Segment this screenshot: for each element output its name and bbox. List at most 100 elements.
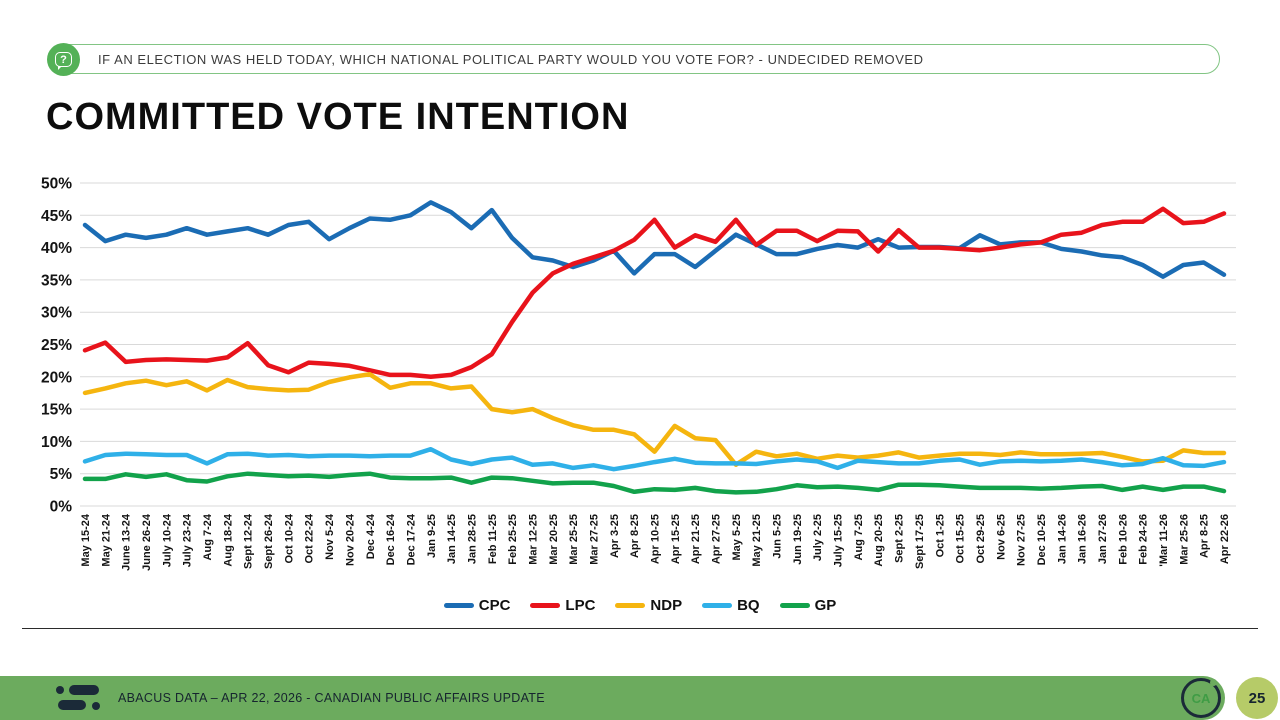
x-tick-label: Feb 24-26 [1138, 514, 1150, 565]
y-tick-label: 5% [50, 466, 73, 483]
legend-item-ndp: NDP [615, 597, 682, 614]
legend-swatch-ndp [615, 602, 646, 608]
y-tick-label: 0% [50, 499, 73, 516]
page-number-badge: 25 [1236, 677, 1278, 719]
gridlines [80, 182, 1236, 507]
legend-swatch-bq [702, 602, 733, 608]
legend-item-cpc: CPC [443, 596, 511, 614]
legend-label-gp: GP [814, 596, 837, 614]
x-tick-label: Mar 20-25 [548, 514, 560, 565]
y-tick-label: 25% [41, 337, 72, 354]
x-tick-label: Jan 27-26 [1097, 514, 1109, 564]
x-tick-label: Apr 27-25 [711, 514, 723, 564]
x-tick-label: Aug 20-25 [873, 514, 885, 567]
x-tick-label: Oct 29-25 [975, 514, 987, 564]
legend-swatch-lpc [530, 602, 561, 608]
x-tick-label: Apr 22-26 [1219, 514, 1231, 564]
series-line-lpc [82, 206, 1227, 380]
question-glyph: ? [55, 52, 72, 70]
question-bar: ? IF AN ELECTION WAS HELD TODAY, WHICH N… [47, 43, 1220, 76]
x-tick-label: July 15-25 [833, 514, 845, 567]
x-tick-label: May 21-25 [751, 514, 763, 567]
x-tick-label: Aug 7-25 [853, 514, 865, 560]
page-title: COMMITTED VOTE INTENTION [46, 96, 630, 138]
x-tick-label: Apr 21-25 [690, 514, 702, 564]
x-tick-label: Oct 15-25 [955, 514, 967, 564]
legend-label-bq: BQ [737, 596, 760, 614]
x-tick-label: Sept 12-24 [243, 513, 255, 569]
x-tick-label: June 13-24 [121, 513, 133, 571]
x-tick-label: 'Mar 11-26 [1158, 514, 1170, 567]
x-tick-label: Sept 2-25 [894, 514, 906, 563]
x-tick-label: Mar 25-26 [1178, 514, 1190, 565]
y-tick-label: 45% [41, 208, 72, 225]
footer-divider [22, 628, 1258, 629]
legend-swatch-cpc [443, 602, 474, 608]
x-tick-label: Mar 25-25 [568, 514, 580, 565]
x-tick-label: Sept 26-24 [263, 513, 275, 569]
y-tick-label: 30% [41, 305, 72, 322]
x-tick-label: Aug 18-24 [222, 513, 234, 566]
y-tick-label: 50% [41, 176, 72, 193]
legend-item-lpc: LPC [530, 597, 595, 614]
x-tick-label: Nov 20-24 [344, 513, 356, 566]
x-tick-label: Dec 17-24 [405, 513, 417, 565]
x-tick-label: Dec 4-24 [365, 513, 377, 559]
x-tick-label: Apr 3-25 [609, 514, 621, 558]
y-tick-label: 40% [41, 240, 72, 257]
x-tick-label: Oct 22-24 [304, 513, 316, 563]
abacus-data-logo-icon [56, 685, 106, 711]
page-number: 25 [1248, 689, 1266, 707]
x-tick-label: Dec 16-24 [385, 513, 397, 565]
y-axis-labels: 0% 5% 10% 15% 20% 25% 30% 35% 40% 45% 50% [41, 176, 72, 516]
question-bubble-icon: ? [47, 43, 80, 76]
x-tick-label: Feb 10-26 [1117, 514, 1129, 565]
legend-item-gp: GP [779, 596, 837, 614]
y-tick-label: 20% [41, 369, 72, 386]
x-tick-label: Jan 16-26 [1077, 514, 1089, 564]
x-tick-label: Nov 6-25 [995, 514, 1007, 560]
x-tick-label: July 10-24 [161, 513, 173, 567]
legend-label-lpc: LPC [565, 596, 596, 614]
ca-badge-label: CA [1191, 690, 1211, 706]
x-tick-label: Jan 9-25 [426, 514, 438, 558]
x-tick-label: Nov 5-24 [324, 513, 336, 560]
footer-bar: ABACUS DATA – APR 22, 2026 - CANADIAN PU… [0, 676, 1225, 720]
x-tick-label: Mar 12-25 [528, 514, 540, 565]
x-tick-label: May 5-25 [731, 514, 743, 560]
y-tick-label: 15% [41, 402, 72, 419]
chart-legend: CPC LPC NDP BQ GP [0, 594, 1280, 616]
x-tick-label: Sept 17-25 [914, 514, 926, 569]
legend-label-cpc: CPC [478, 596, 511, 614]
y-tick-label: 10% [41, 434, 72, 451]
x-tick-label: Jan 28-25 [466, 514, 478, 564]
x-tick-label: Jun 5-25 [772, 514, 784, 559]
x-tick-label: June 26-24 [141, 513, 153, 571]
series-lines [82, 200, 1227, 495]
x-tick-label: Apr 10-25 [650, 514, 662, 564]
x-tick-label: Aug 7-24 [202, 513, 214, 560]
x-axis-labels: May 15-24 May 21-24 June 13-24 June 26-24 Ju… [80, 513, 1231, 571]
bubble-tail [58, 66, 62, 70]
x-tick-label: May 21-24 [100, 513, 112, 566]
x-tick-label: Feb 11-25 [487, 514, 499, 564]
ca-badge-icon: CA [1181, 678, 1221, 718]
footer-source-text: ABACUS DATA – APR 22, 2026 - CANADIAN PU… [118, 691, 545, 705]
x-tick-label: Oct 10-24 [283, 513, 295, 563]
x-tick-label: Apr 8-25 [1199, 514, 1211, 558]
series-line-ndp [82, 371, 1227, 467]
question-text: IF AN ELECTION WAS HELD TODAY, WHICH NAT… [98, 51, 924, 67]
x-tick-label: July 2-25 [812, 514, 824, 561]
x-tick-label: May 15-24 [80, 513, 92, 566]
x-tick-label: Oct 1-25 [934, 514, 946, 557]
x-tick-label: Dec 10-25 [1036, 514, 1048, 565]
vote-intention-line-chart: 0% 5% 10% 15% 20% 25% 30% 35% 40% 45% 50% May 15-24… [41, 176, 1236, 571]
series-line-gp [82, 471, 1227, 495]
x-tick-label: Feb 25-25 [507, 514, 519, 565]
series-line-bq [82, 446, 1227, 472]
x-tick-label: Jan 14-25 [446, 514, 458, 564]
x-tick-label: Jan 14-26 [1056, 514, 1068, 564]
x-tick-label: Nov 27-25 [1016, 514, 1028, 566]
legend-swatch-gp [779, 602, 810, 608]
